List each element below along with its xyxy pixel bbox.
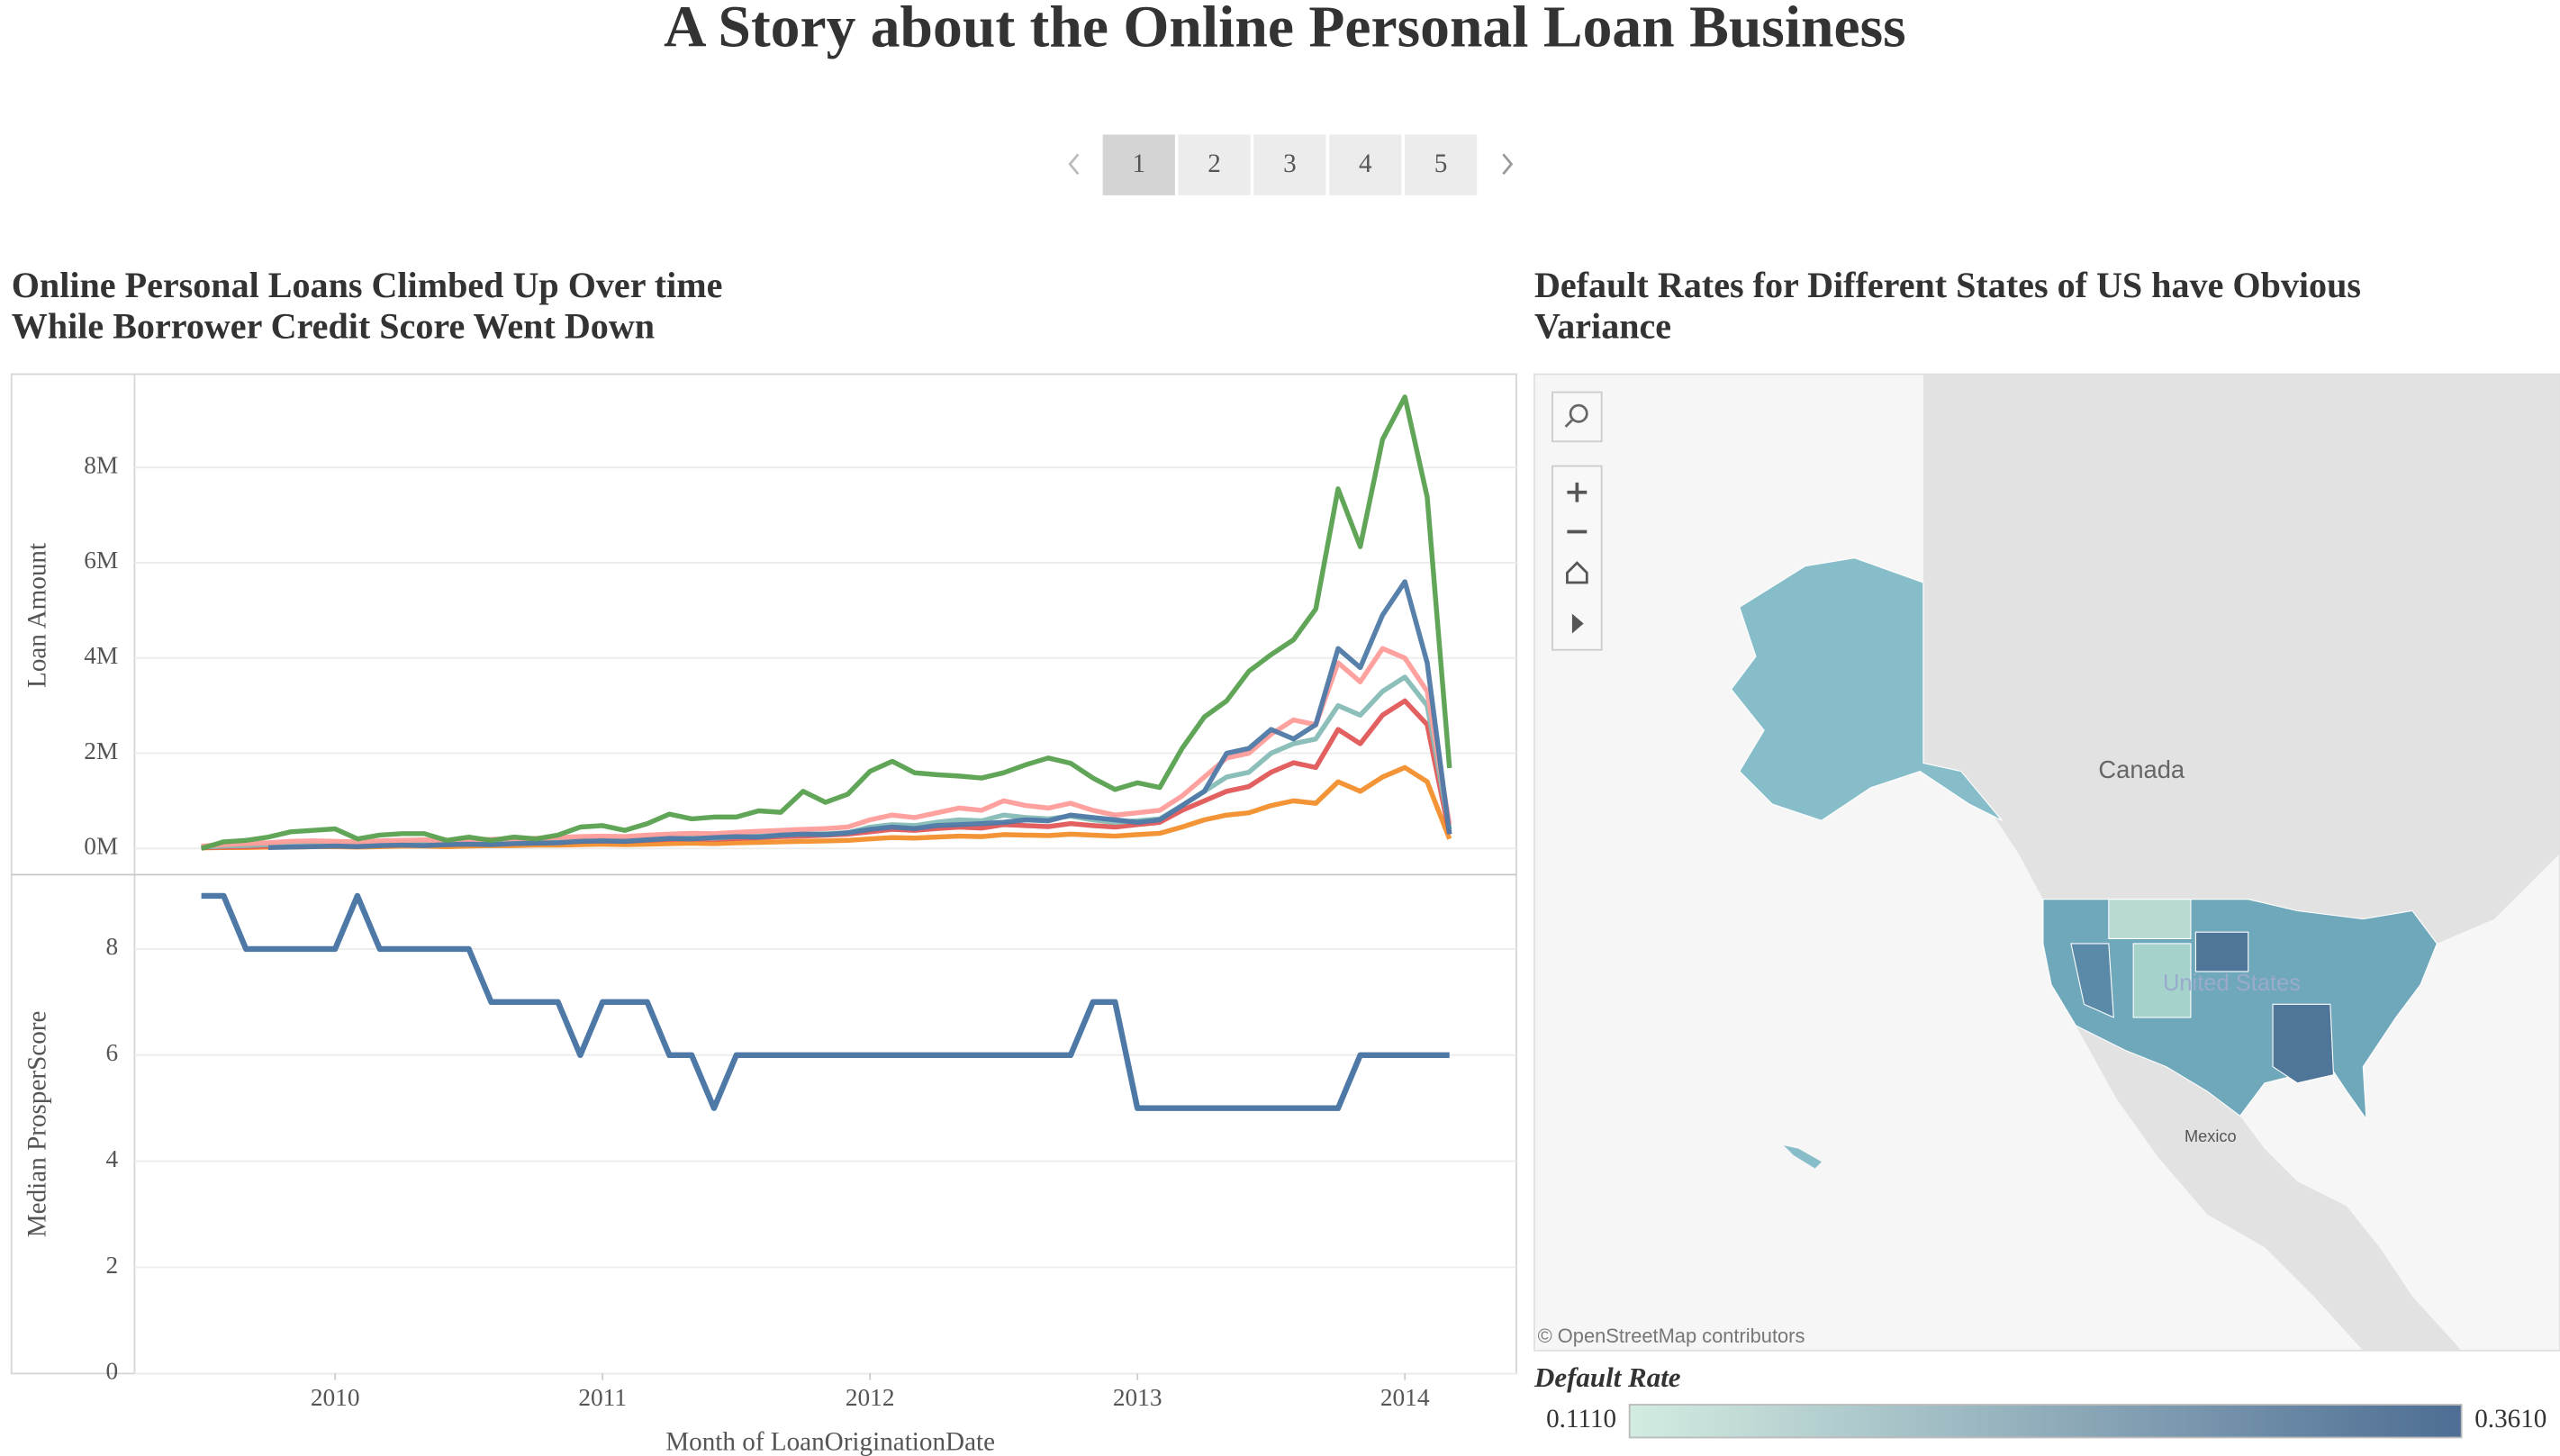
attribution: © OpenStreetMap contributors (1538, 1325, 1805, 1347)
page-number: 1 (1132, 149, 1145, 178)
state[interactable] (2194, 931, 2249, 972)
x-tick-label: 2011 (578, 1384, 627, 1411)
y-tick-label: 4 (106, 1145, 119, 1172)
page-button[interactable] (1253, 134, 1326, 195)
zoom-in[interactable] (1567, 482, 1588, 502)
state[interactable] (2108, 899, 2192, 940)
search-icon (1569, 403, 1588, 423)
state[interactable] (2132, 943, 2192, 1018)
y-tick-label: 0M (84, 833, 118, 860)
y-tick-label: 4M (84, 642, 118, 669)
color-legend (1628, 1404, 2463, 1439)
y-axis-label: Loan Amount (23, 543, 51, 688)
mexico-land (2076, 1026, 2462, 1351)
x-tick-label: 2014 (1380, 1384, 1430, 1411)
y-tick-label: 8M (84, 451, 118, 478)
page-button[interactable] (1329, 134, 1402, 195)
search-button[interactable] (1551, 391, 1603, 443)
series-line (200, 394, 1452, 851)
series-line (201, 674, 1452, 850)
y-tick-label: 2 (106, 1252, 119, 1279)
page-number: 2 (1208, 149, 1221, 178)
y-tick-label: 6M (84, 547, 118, 574)
legend-label: 0.3610 (2474, 1405, 2546, 1433)
x-tick-label: 2013 (1113, 1384, 1162, 1411)
page-button[interactable] (1102, 134, 1175, 195)
chart-title: Default Rates for Different States of US… (1534, 265, 2361, 305)
chart-title: Variance (1534, 306, 1671, 347)
place-label: Canada (2098, 755, 2185, 783)
legend-label: 0.1110 (1546, 1405, 1616, 1433)
canada-land (1922, 374, 2560, 944)
chart-title: Online Personal Loans Climbed Up Over ti… (12, 265, 723, 305)
place-label: Mexico (2185, 1127, 2237, 1145)
series-line (201, 892, 1450, 1111)
search-icon (1564, 419, 1573, 428)
page-number: 5 (1434, 149, 1448, 178)
pager (1068, 153, 1514, 176)
pan-button[interactable] (1571, 613, 1584, 634)
series-line (201, 646, 1452, 849)
map[interactable]: Canada United States Mexico © OpenStreet… (1533, 374, 2560, 1351)
x-tick-label: 2010 (311, 1384, 360, 1411)
map-controls (1551, 391, 1603, 651)
series-line (201, 698, 1452, 851)
page-button[interactable] (1178, 134, 1251, 195)
hawaii[interactable] (1783, 1145, 1822, 1169)
x-axis-label: Month of LoanOriginationDate (665, 1427, 995, 1456)
chart-title: While Borrower Credit Score Went Down (12, 306, 655, 347)
prev-arrow[interactable] (1068, 153, 1080, 176)
series-line (267, 579, 1452, 851)
y-tick-label: 0 (106, 1358, 119, 1385)
y-tick-label: 6 (106, 1039, 119, 1066)
place-label: United States (2163, 971, 2301, 996)
alaska[interactable] (1730, 557, 2003, 821)
y-axis-label: Median ProsperScore (23, 1011, 51, 1238)
y-tick-label: 2M (84, 737, 118, 764)
state[interactable] (2070, 943, 2114, 1018)
home-button[interactable] (1566, 561, 1588, 584)
state[interactable] (2272, 1003, 2335, 1084)
legend-title: Default Rate (1533, 1361, 1681, 1393)
page-button[interactable] (1405, 134, 1478, 195)
story-title: A Story about the Online Personal Loan B… (664, 0, 1906, 60)
page-number: 4 (1359, 149, 1372, 178)
y-tick-label: 8 (106, 933, 119, 960)
map-frame (1533, 373, 2560, 1352)
x-tick-label: 2012 (846, 1384, 895, 1411)
page-number: 3 (1283, 149, 1297, 178)
next-arrow[interactable] (1502, 153, 1514, 176)
